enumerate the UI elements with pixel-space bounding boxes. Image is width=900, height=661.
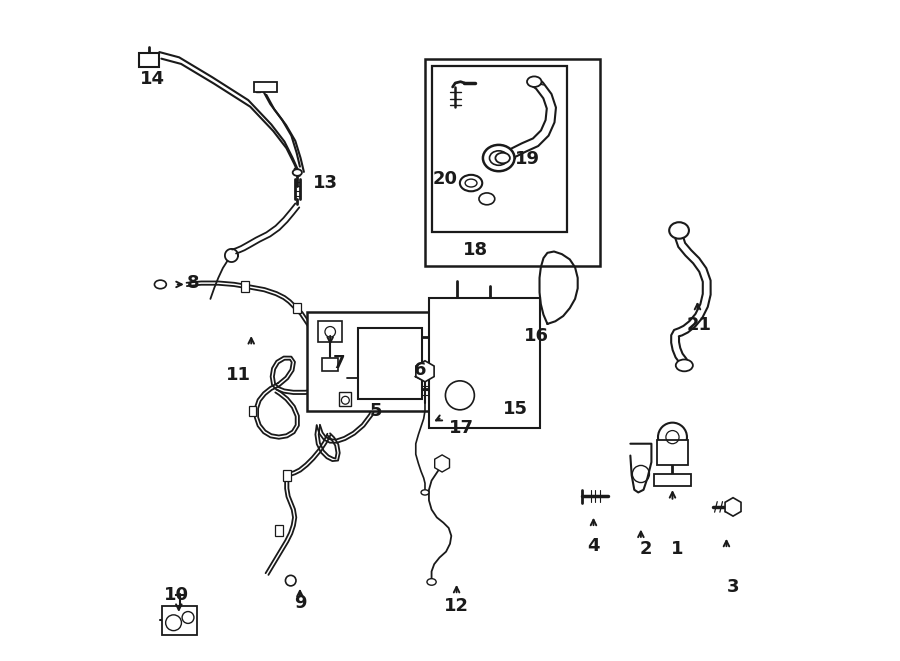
Text: 8: 8 xyxy=(187,274,200,292)
Ellipse shape xyxy=(490,151,508,165)
Text: 5: 5 xyxy=(370,402,382,420)
Text: 2: 2 xyxy=(639,540,652,558)
Text: 1: 1 xyxy=(670,540,683,558)
Text: 11: 11 xyxy=(226,366,250,384)
Text: 21: 21 xyxy=(687,316,711,334)
Ellipse shape xyxy=(527,77,542,87)
Bar xyxy=(432,66,567,232)
Ellipse shape xyxy=(465,179,477,187)
Bar xyxy=(654,474,691,486)
Ellipse shape xyxy=(676,360,693,371)
Ellipse shape xyxy=(670,222,688,239)
Ellipse shape xyxy=(460,175,482,191)
Text: 9: 9 xyxy=(293,594,306,612)
Bar xyxy=(429,297,539,428)
Text: 16: 16 xyxy=(525,327,549,345)
Ellipse shape xyxy=(427,578,436,585)
Ellipse shape xyxy=(292,169,302,176)
Ellipse shape xyxy=(155,280,166,289)
Text: 18: 18 xyxy=(463,241,488,259)
Ellipse shape xyxy=(483,145,515,171)
Ellipse shape xyxy=(421,490,429,495)
Text: 20: 20 xyxy=(432,170,457,188)
Text: 19: 19 xyxy=(515,150,540,169)
Circle shape xyxy=(658,422,687,451)
Bar xyxy=(293,303,302,313)
Text: 14: 14 xyxy=(140,70,165,88)
Bar xyxy=(248,406,256,416)
Bar xyxy=(254,82,277,93)
Bar xyxy=(140,53,159,67)
Ellipse shape xyxy=(495,153,510,163)
Text: 15: 15 xyxy=(503,401,528,418)
Text: 12: 12 xyxy=(444,597,469,615)
Bar xyxy=(657,440,688,465)
Text: 7: 7 xyxy=(333,354,346,372)
Bar xyxy=(339,393,351,406)
Text: 13: 13 xyxy=(312,174,338,192)
Text: 4: 4 xyxy=(587,537,599,555)
Bar xyxy=(425,59,600,266)
Text: 6: 6 xyxy=(414,361,427,379)
Bar xyxy=(162,605,196,635)
Bar xyxy=(322,358,338,371)
Bar xyxy=(283,470,291,481)
Text: 3: 3 xyxy=(727,578,739,596)
Bar xyxy=(358,328,422,399)
Bar xyxy=(307,312,436,410)
Bar xyxy=(240,281,248,292)
Bar xyxy=(274,525,283,536)
Text: 10: 10 xyxy=(165,586,189,604)
Text: 17: 17 xyxy=(449,419,474,437)
Bar xyxy=(319,321,342,342)
